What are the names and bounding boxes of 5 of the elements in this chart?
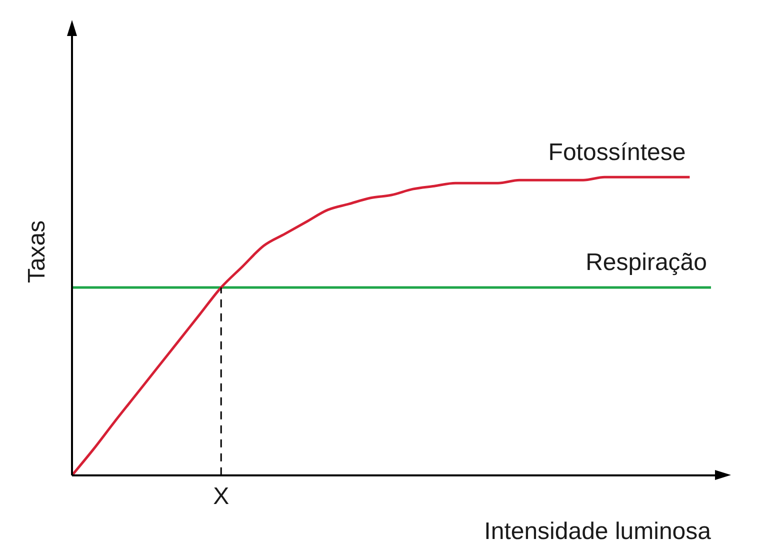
series-label: Fotossíntese [548, 138, 686, 166]
y-axis-title: Taxas [24, 220, 51, 284]
series-label: Respiração [586, 249, 707, 276]
x-axis-title: Intensidade luminosa [484, 518, 712, 546]
text: X [213, 483, 230, 510]
